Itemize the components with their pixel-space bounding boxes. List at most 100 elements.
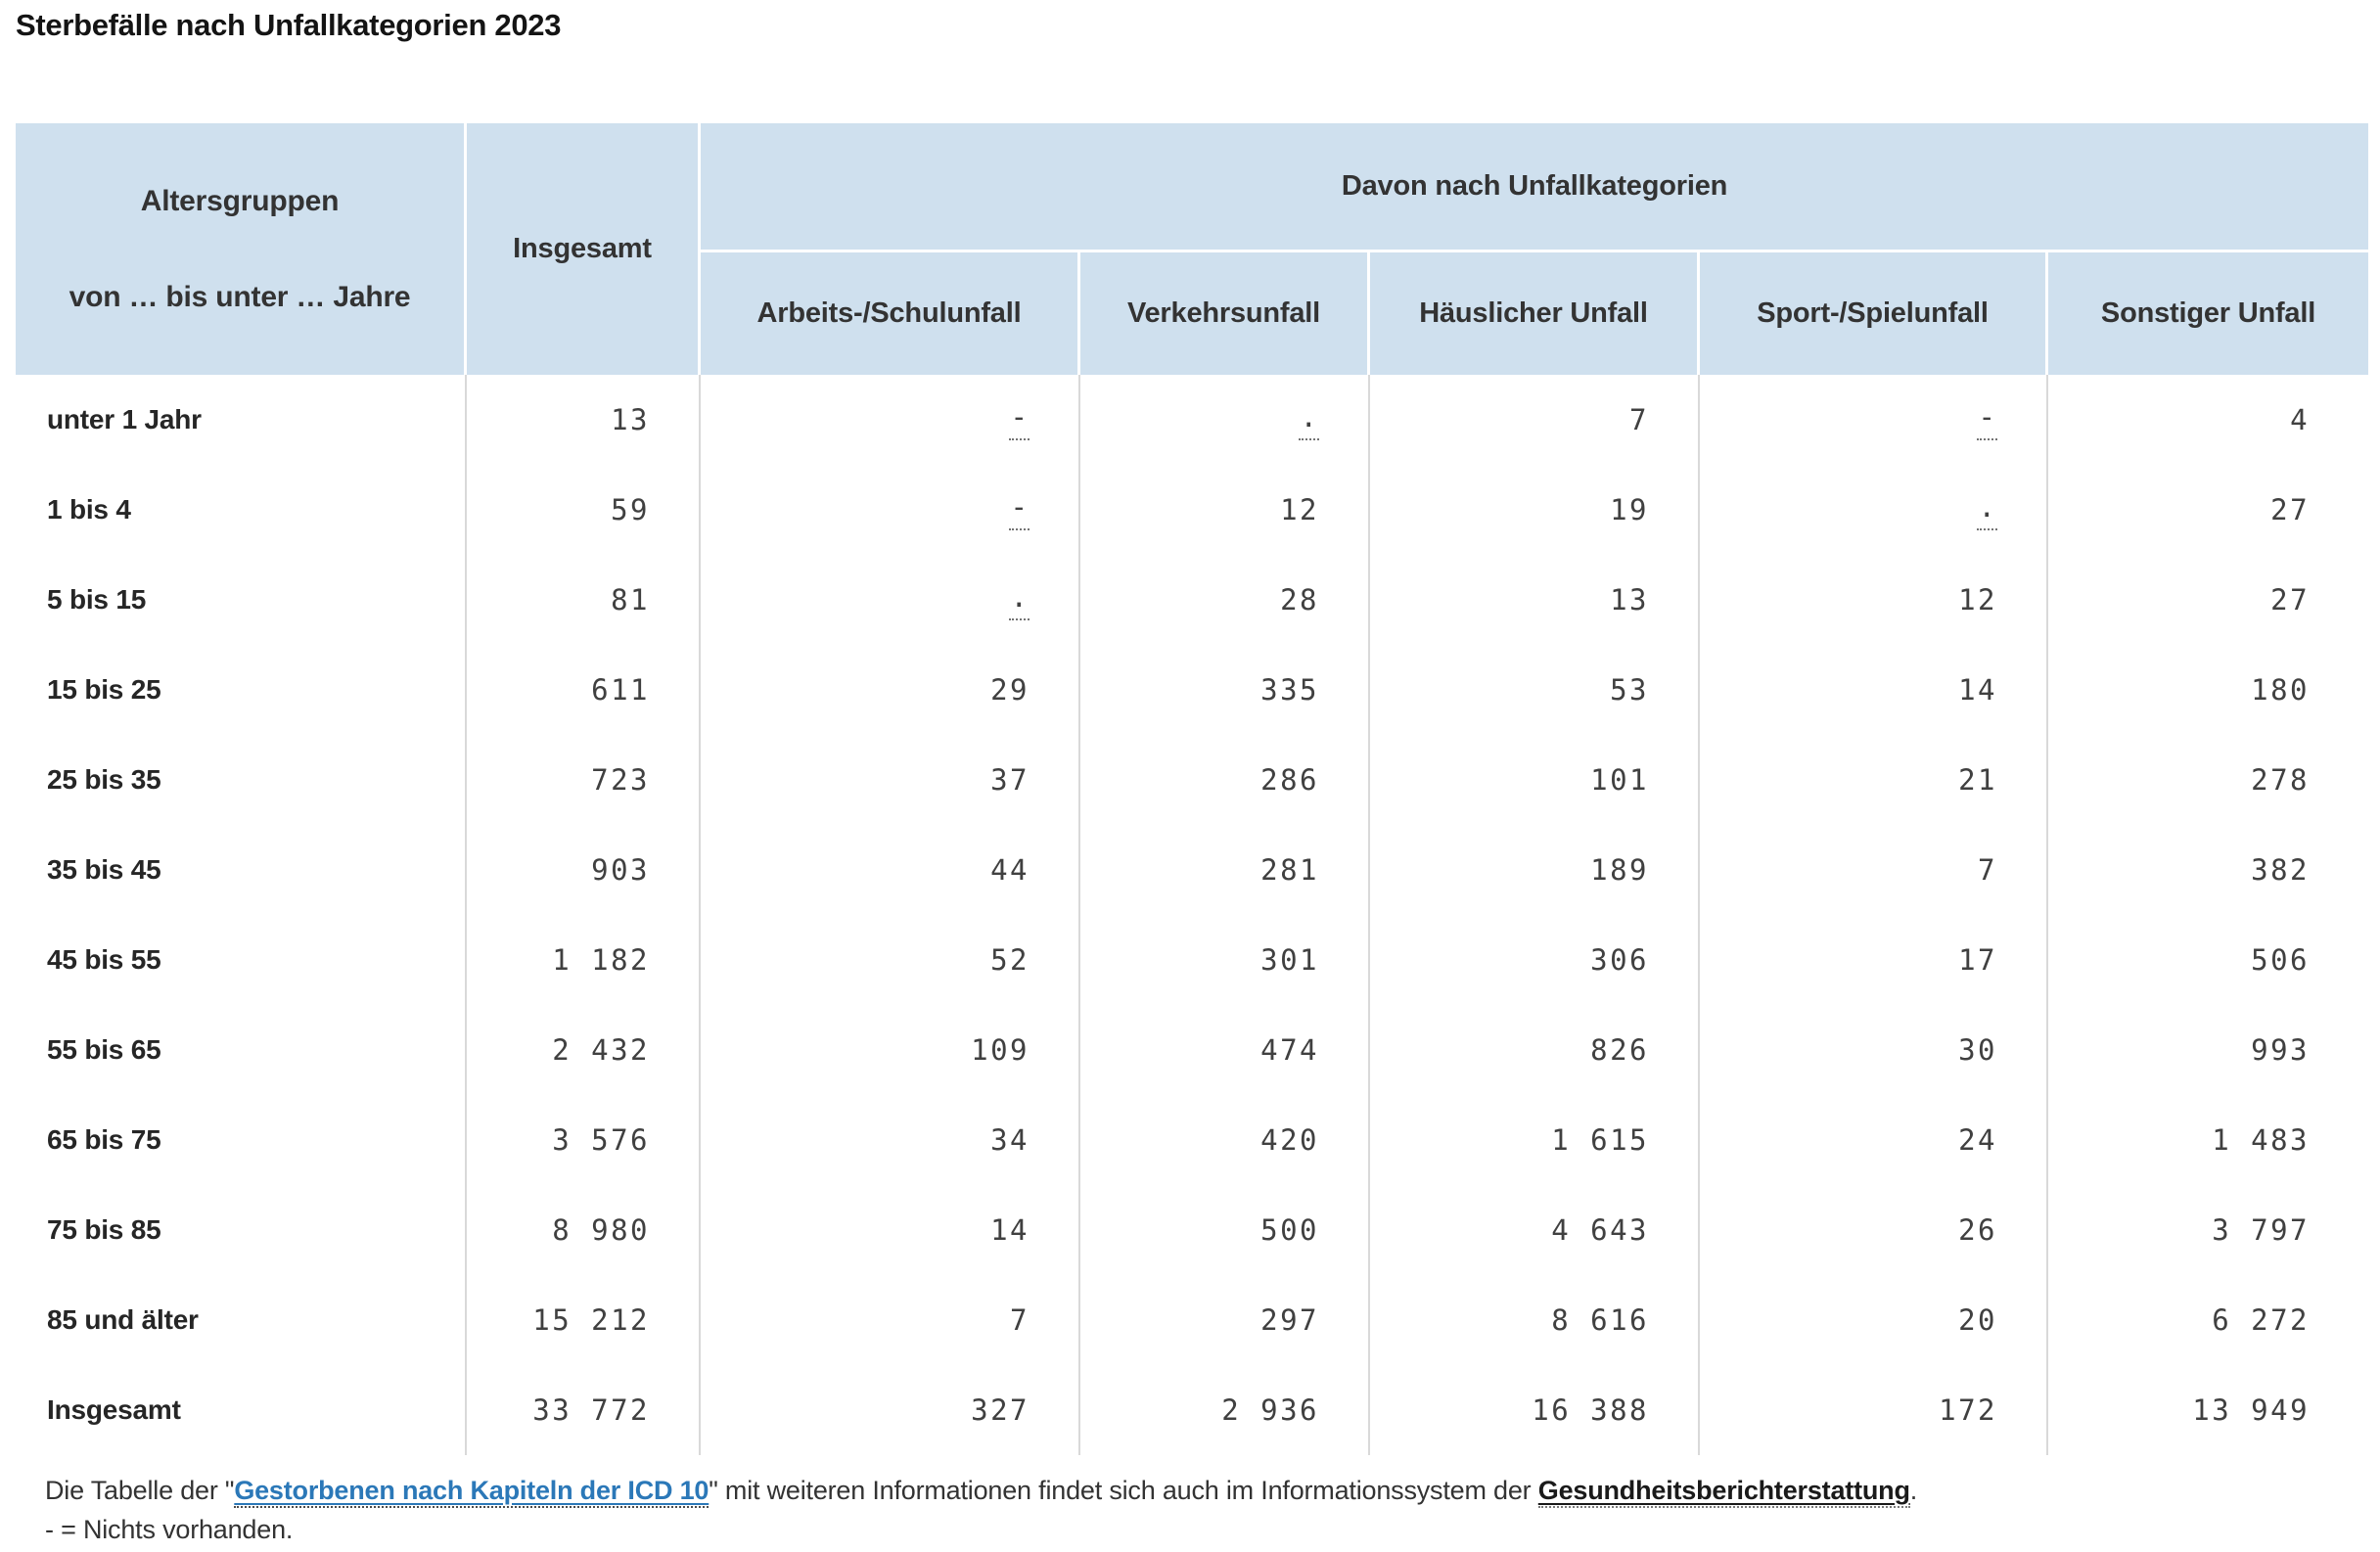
value-cell: 59 [467,465,701,555]
deaths-by-accident-category-table: Altersgruppen von … bis unter … Jahre In… [16,123,2369,1455]
value-cell: 44 [701,825,1080,915]
value-cell: 13 [1370,555,1700,645]
table-row: 15 bis 25 611 29 335 53 14 180 [16,645,2369,735]
footnote-text-middle: " mit weiteren Informationen findet sich… [709,1476,1538,1505]
value-cell: 8 980 [467,1185,701,1275]
value-cell: 7 [1370,375,1700,465]
wert-unbekannt-symbol[interactable]: . [1298,402,1319,440]
category-header-row: Arbeits-/Schulunfall Verkehrsunfall Häusli… [16,252,2369,375]
value-cell: 28 [1080,555,1370,645]
value-cell: 53 [1370,645,1700,735]
value-cell: 33 772 [467,1365,701,1455]
row-label: 55 bis 65 [16,1005,467,1095]
value-cell: - [1700,375,2048,465]
value-cell: 109 [701,1005,1080,1095]
footnote-source-line: Die Tabelle der "Gestorbenen nach Kapite… [45,1471,2368,1510]
value-cell: 52 [701,915,1080,1005]
value-cell: 13 [467,375,701,465]
value-cell: 506 [2048,915,2369,1005]
table-row: 5 bis 15 81. 28 13 12 27 [16,555,2369,645]
table-header: Altersgruppen von … bis unter … Jahre In… [16,123,2369,375]
row-label: 15 bis 25 [16,645,467,735]
value-cell: 500 [1080,1185,1370,1275]
value-cell: 24 [1700,1095,2048,1185]
value-cell: . [1080,375,1370,465]
value-cell: 16 388 [1370,1365,1700,1455]
value-cell: 81 [467,555,701,645]
table-row: 65 bis 75 3 576 34 420 1 615 24 1 483 [16,1095,2369,1185]
value-cell: 29 [701,645,1080,735]
value-cell: 7 [701,1275,1080,1365]
row-label: 85 und älter [16,1275,467,1365]
value-cell: 327 [701,1365,1080,1455]
value-cell: 27 [2048,555,2369,645]
gesundheitsberichterstattung-link[interactable]: Gesundheitsberichterstattung [1537,1476,1910,1508]
table-row: 25 bis 35 723 37 286 101 21 278 [16,735,2369,825]
value-cell: . [701,555,1080,645]
value-cell: 420 [1080,1095,1370,1185]
value-cell: 903 [467,825,701,915]
nichts-vorhanden-symbol[interactable]: - [1008,492,1030,530]
value-cell: 2 432 [467,1005,701,1095]
col-header-sport-spielunfall: Sport-/Spielunfall [1700,252,2048,375]
page-title: Sterbefälle nach Unfallkategorien 2023 [16,8,562,42]
table-row: 45 bis 55 1 182 52 301 306 17 506 [16,915,2369,1005]
value-cell: 306 [1370,915,1700,1005]
row-label: unter 1 Jahr [16,375,467,465]
value-cell: 1 615 [1370,1095,1700,1185]
footnotes: Die Tabelle der "Gestorbenen nach Kapite… [45,1471,2368,1549]
table-row: 35 bis 45 903 44 281 189 7 382 [16,825,2369,915]
value-cell: 172 [1700,1365,2048,1455]
value-cell: 14 [701,1185,1080,1275]
value-cell: 382 [2048,825,2369,915]
row-label: 25 bis 35 [16,735,467,825]
value-cell: 13 949 [2048,1365,2369,1455]
value-cell: 4 [2048,375,2369,465]
value-cell: 14 [1700,645,2048,735]
value-cell: 21 [1700,735,2048,825]
value-cell: 723 [467,735,701,825]
value-cell: 826 [1370,1005,1700,1095]
wert-unbekannt-symbol[interactable]: . [1976,492,1997,530]
value-cell: 297 [1080,1275,1370,1365]
value-cell: 335 [1080,645,1370,735]
table-row: 85 und älter 15 212 7 297 8 616 20 6 272 [16,1275,2369,1365]
value-cell: 993 [2048,1005,2369,1095]
col-header-altersgruppen-subtitle: von … bis unter … Jahre [69,280,411,313]
table-row: 75 bis 85 8 980 14 500 4 643 26 3 797 [16,1185,2369,1275]
value-cell: 1 182 [467,915,701,1005]
value-cell: 8 616 [1370,1275,1700,1365]
value-cell: 3 576 [467,1095,701,1185]
col-header-häuslicher-unfall: Häuslicher Unfall [1370,252,1700,375]
value-cell: 180 [2048,645,2369,735]
col-header-altersgruppen: Altersgruppen von … bis unter … Jahre [16,123,467,375]
footnote-legend-line: - = Nichts vorhanden. [45,1515,294,1544]
row-label: 45 bis 55 [16,915,467,1005]
nichts-vorhanden-symbol[interactable]: - [1008,402,1030,440]
value-cell: 19 [1370,465,1700,555]
footnote-text-suffix: . [1909,1476,1918,1505]
table-row: 1 bis 4 59 - 12 19. 27 [16,465,2369,555]
col-header-verkehrsunfall: Verkehrsunfall [1080,252,1370,375]
row-label: 75 bis 85 [16,1185,467,1275]
value-cell: 4 643 [1370,1185,1700,1275]
footnote-text-prefix: Die Tabelle der " [45,1476,235,1505]
table-row: 55 bis 65 2 432 109 474 826 30 993 [16,1005,2369,1095]
value-cell: 278 [2048,735,2369,825]
value-cell: 1 483 [2048,1095,2369,1185]
value-cell: 611 [467,645,701,735]
value-cell: - [701,465,1080,555]
value-cell: . [1700,465,2048,555]
table-body: unter 1 Jahr 13-. 7-4 1 bis 4 59-12 19. 27 5 bi… [16,375,2369,1455]
wert-unbekannt-symbol[interactable]: . [1008,582,1030,620]
value-cell: 474 [1080,1005,1370,1095]
nichts-vorhanden-symbol[interactable]: - [1976,402,1997,440]
value-cell: 12 [1700,555,2048,645]
value-cell: 301 [1080,915,1370,1005]
value-cell: 189 [1370,825,1700,915]
value-cell: 6 272 [2048,1275,2369,1365]
icd10-table-link[interactable]: Gestorbenen nach Kapiteln der ICD 10 [234,1476,709,1508]
row-label: 65 bis 75 [16,1095,467,1185]
row-label: Insgesamt [16,1365,467,1455]
